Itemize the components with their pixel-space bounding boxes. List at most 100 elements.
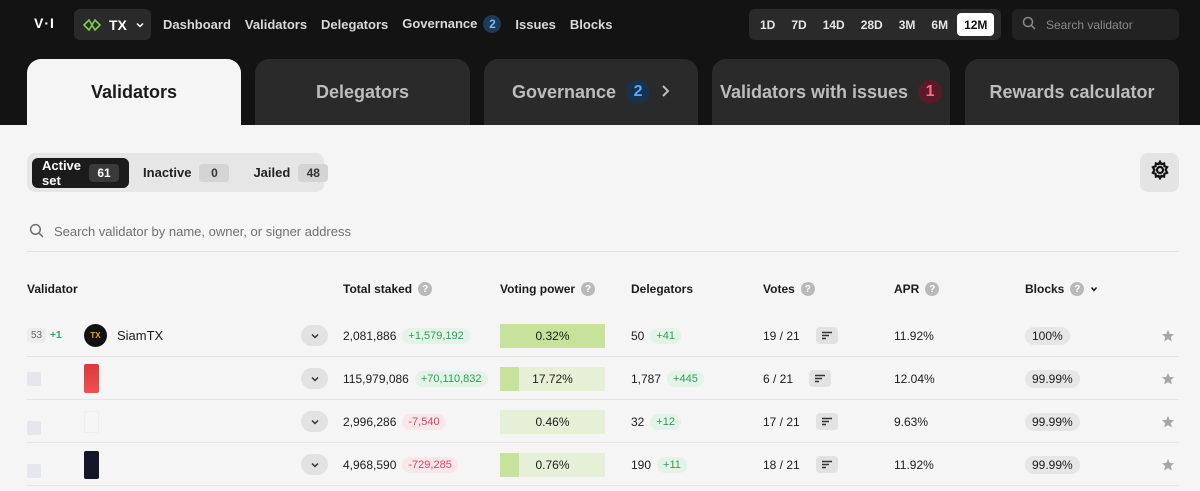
range-28d[interactable]: 28D: [860, 17, 883, 32]
help-icon[interactable]: ?: [925, 282, 940, 296]
validator-name[interactable]: SiamTX: [117, 328, 164, 343]
chevron-right-icon: [660, 82, 670, 103]
nav-governance[interactable]: Governance 2: [402, 15, 502, 33]
tab-validators-with-issues[interactable]: Validators with issues 1: [712, 59, 950, 125]
voting-power-bar: 0.76%: [500, 452, 605, 477]
chevron-down-icon: [135, 20, 145, 30]
help-icon[interactable]: ?: [800, 282, 815, 296]
votes-value: 17 / 21: [763, 414, 800, 429]
expand-button[interactable]: [301, 357, 328, 400]
col-blocks[interactable]: Blocks ?: [1025, 282, 1098, 296]
blocks-cell: 99.99%: [1025, 443, 1080, 486]
col-validator[interactable]: Validator: [27, 282, 78, 296]
header-search-placeholder: Search validator: [1046, 17, 1133, 32]
staked-value: 2,996,286: [343, 414, 397, 429]
tx-network-icon: [83, 18, 101, 32]
settings-button[interactable]: [1140, 153, 1179, 192]
nav-issues[interactable]: Issues: [515, 16, 556, 32]
expand-button[interactable]: [301, 443, 328, 486]
range-6m[interactable]: 6M: [931, 17, 949, 32]
apr-cell: 11.92%: [894, 314, 934, 357]
help-icon[interactable]: ?: [1070, 282, 1085, 296]
filter-jailed-count: 48: [298, 163, 329, 182]
governance-badge: 2: [626, 80, 651, 104]
help-icon[interactable]: ?: [581, 282, 596, 296]
filter-active-set[interactable]: Active set 61: [32, 157, 130, 188]
delegators-delta: +445: [667, 370, 704, 387]
filter-inactive[interactable]: Inactive 0: [133, 158, 239, 188]
avatar: [84, 450, 99, 479]
range-14d[interactable]: 14D: [822, 17, 845, 32]
col-apr[interactable]: APR ?: [894, 282, 940, 296]
votes-details-icon[interactable]: [815, 413, 838, 430]
nav-delegators[interactable]: Delegators: [321, 16, 389, 32]
tab-rewards-calculator[interactable]: Rewards calculator: [965, 59, 1179, 125]
network-selector[interactable]: TX: [74, 9, 151, 40]
col-voting-power[interactable]: Voting power ?: [500, 282, 596, 296]
nav-governance-label: Governance: [402, 16, 478, 31]
tab-validators-label: Validators: [90, 81, 178, 102]
header-search-input[interactable]: Search validator: [1012, 9, 1179, 40]
nav-validators[interactable]: Validators: [244, 16, 308, 32]
table-row[interactable]: 2,996,286 -7,540 0.46% 32 +12 17 / 21 9.…: [27, 400, 1179, 443]
favorite-star-icon[interactable]: [1161, 357, 1175, 400]
filter-inactive-count: 0: [199, 163, 230, 182]
favorite-star-icon[interactable]: [1161, 443, 1175, 486]
range-3m[interactable]: 3M: [898, 17, 916, 32]
validator-search-input[interactable]: Search validator by name, owner, or sign…: [27, 212, 1179, 252]
avatar: [84, 410, 99, 433]
rank-badge: [27, 420, 41, 435]
votes-cell: 17 / 21: [763, 400, 838, 443]
votes-cell: 6 / 21: [763, 357, 832, 400]
validator-cell[interactable]: [84, 400, 99, 443]
voting-power-cell: 0.46%: [500, 400, 605, 443]
votes-details-icon[interactable]: [815, 456, 838, 473]
validator-cell[interactable]: [84, 443, 99, 486]
table-row[interactable]: 115,979,086 +70,110,832 17.72% 1,787 +44…: [27, 357, 1179, 400]
validator-cell[interactable]: [84, 357, 99, 400]
nav-dashboard[interactable]: Dashboard: [163, 16, 231, 32]
validator-cell[interactable]: TX SiamTX: [84, 314, 163, 357]
votes-details-icon[interactable]: [809, 370, 832, 387]
col-validator-label: Validator: [27, 282, 78, 296]
staked-delta: -7,540: [402, 413, 446, 430]
apr-value: 11.92%: [894, 457, 934, 472]
network-label: TX: [109, 16, 127, 33]
nav-blocks[interactable]: Blocks: [569, 16, 613, 32]
app-logo[interactable]: V·I: [34, 15, 55, 31]
votes-value: 6 / 21: [763, 371, 794, 386]
voting-power-fill: [500, 323, 605, 348]
avatar: TX: [84, 324, 107, 347]
chevron-down-icon: [301, 454, 328, 475]
rank-badge: 53: [27, 328, 47, 343]
staked-value: 115,979,086: [343, 371, 409, 386]
range-7d[interactable]: 7D: [791, 17, 807, 32]
tab-governance[interactable]: Governance 2: [484, 59, 698, 125]
table-row[interactable]: 4,968,590 -729,285 0.76% 190 +11 18 / 21…: [27, 443, 1179, 486]
expand-button[interactable]: [301, 314, 328, 357]
votes-value: 19 / 21: [763, 328, 800, 343]
delegators-cell: 1,787 +445: [631, 357, 704, 400]
voting-power-fill: [500, 366, 519, 391]
sort-chevron-icon[interactable]: [1090, 282, 1098, 296]
staked-cell: 2,996,286 -7,540: [343, 400, 446, 443]
col-voting-power-label: Voting power: [500, 282, 576, 296]
votes-details-icon[interactable]: [815, 327, 838, 344]
tab-delegators[interactable]: Delegators: [255, 59, 470, 125]
table-row[interactable]: 53 +1 TX SiamTX 2,081,886 +1,579,192 0.3…: [27, 314, 1179, 357]
expand-button[interactable]: [301, 400, 328, 443]
col-total-staked[interactable]: Total staked ?: [343, 282, 433, 296]
col-votes[interactable]: Votes ?: [763, 282, 815, 296]
favorite-star-icon[interactable]: [1161, 400, 1175, 443]
col-delegators[interactable]: Delegators: [631, 282, 693, 296]
favorite-star-icon[interactable]: [1161, 314, 1175, 357]
help-icon[interactable]: ?: [418, 282, 433, 296]
rank-cell: 53 +1: [27, 314, 62, 357]
range-1d[interactable]: 1D: [760, 17, 776, 32]
filter-jailed[interactable]: Jailed 48: [243, 158, 338, 188]
blocks-value: 99.99%: [1025, 455, 1080, 474]
range-12m[interactable]: 12M: [957, 13, 995, 36]
tab-validators[interactable]: Validators: [27, 59, 241, 125]
blocks-value: 100%: [1025, 326, 1070, 345]
staked-cell: 115,979,086 +70,110,832: [343, 357, 488, 400]
